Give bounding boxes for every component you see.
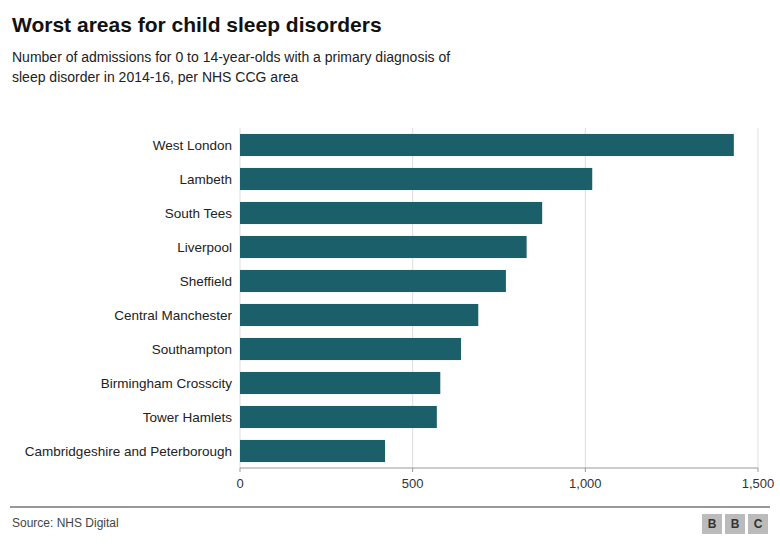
x-ticks: 0 500 1,000 1,500 (236, 468, 774, 491)
y-labels: Cambridgeshire and Peterborough Tower Ham… (25, 138, 233, 459)
bar (240, 202, 542, 224)
category-label: West London (153, 138, 232, 153)
bar (240, 406, 437, 428)
subtitle-line: Number of admissions for 0 to 14-year-ol… (12, 49, 450, 65)
category-label: Lambeth (179, 172, 232, 187)
tick-label: 0 (236, 476, 243, 491)
x-axis-line (240, 468, 758, 469)
logo-letter: C (754, 517, 763, 531)
grid-line (758, 128, 759, 468)
category-label: Central Manchester (114, 308, 232, 323)
category-label: Southampton (152, 342, 232, 357)
tick-label: 500 (402, 476, 424, 491)
category-label: South Tees (165, 206, 233, 221)
grid (240, 128, 758, 468)
tick-label: 1,000 (569, 476, 602, 491)
logo-letter: B (731, 517, 740, 531)
chart: Worst areas for child sleep disorders Num… (0, 0, 780, 548)
bar (240, 270, 506, 292)
source: Source: NHS Digital (12, 516, 119, 530)
tick-mark (412, 468, 413, 472)
bar (240, 304, 478, 326)
subtitle-line: sleep disorder in 2014-16, per NHS CCG a… (12, 69, 299, 85)
tick-mark (585, 468, 586, 472)
background (0, 0, 780, 548)
bar (240, 440, 385, 462)
bar (240, 338, 461, 360)
title: Worst areas for child sleep disorders (12, 13, 382, 36)
logo-letter: B (708, 517, 717, 531)
logo-box (702, 514, 722, 534)
category-label: Birmingham Crosscity (101, 376, 233, 391)
category-label: Cambridgeshire and Peterborough (25, 444, 232, 459)
category-label: Sheffield (180, 274, 232, 289)
bars (240, 134, 734, 462)
footer-rule (10, 507, 770, 508)
tick-mark (758, 468, 759, 472)
bar (240, 372, 440, 394)
logo-box (748, 514, 768, 534)
category-label: Liverpool (177, 240, 232, 255)
logo-box (725, 514, 745, 534)
bar (240, 236, 527, 258)
tick-label: 1,500 (742, 476, 775, 491)
bar (240, 168, 592, 190)
category-label: Tower Hamlets (143, 410, 233, 425)
chart-container: Worst areas for child sleep disorders Num… (0, 0, 780, 548)
bar (240, 134, 734, 156)
tick-mark (240, 468, 241, 472)
subtitle: Number of admissions for 0 to 14-year-ol… (12, 49, 450, 85)
